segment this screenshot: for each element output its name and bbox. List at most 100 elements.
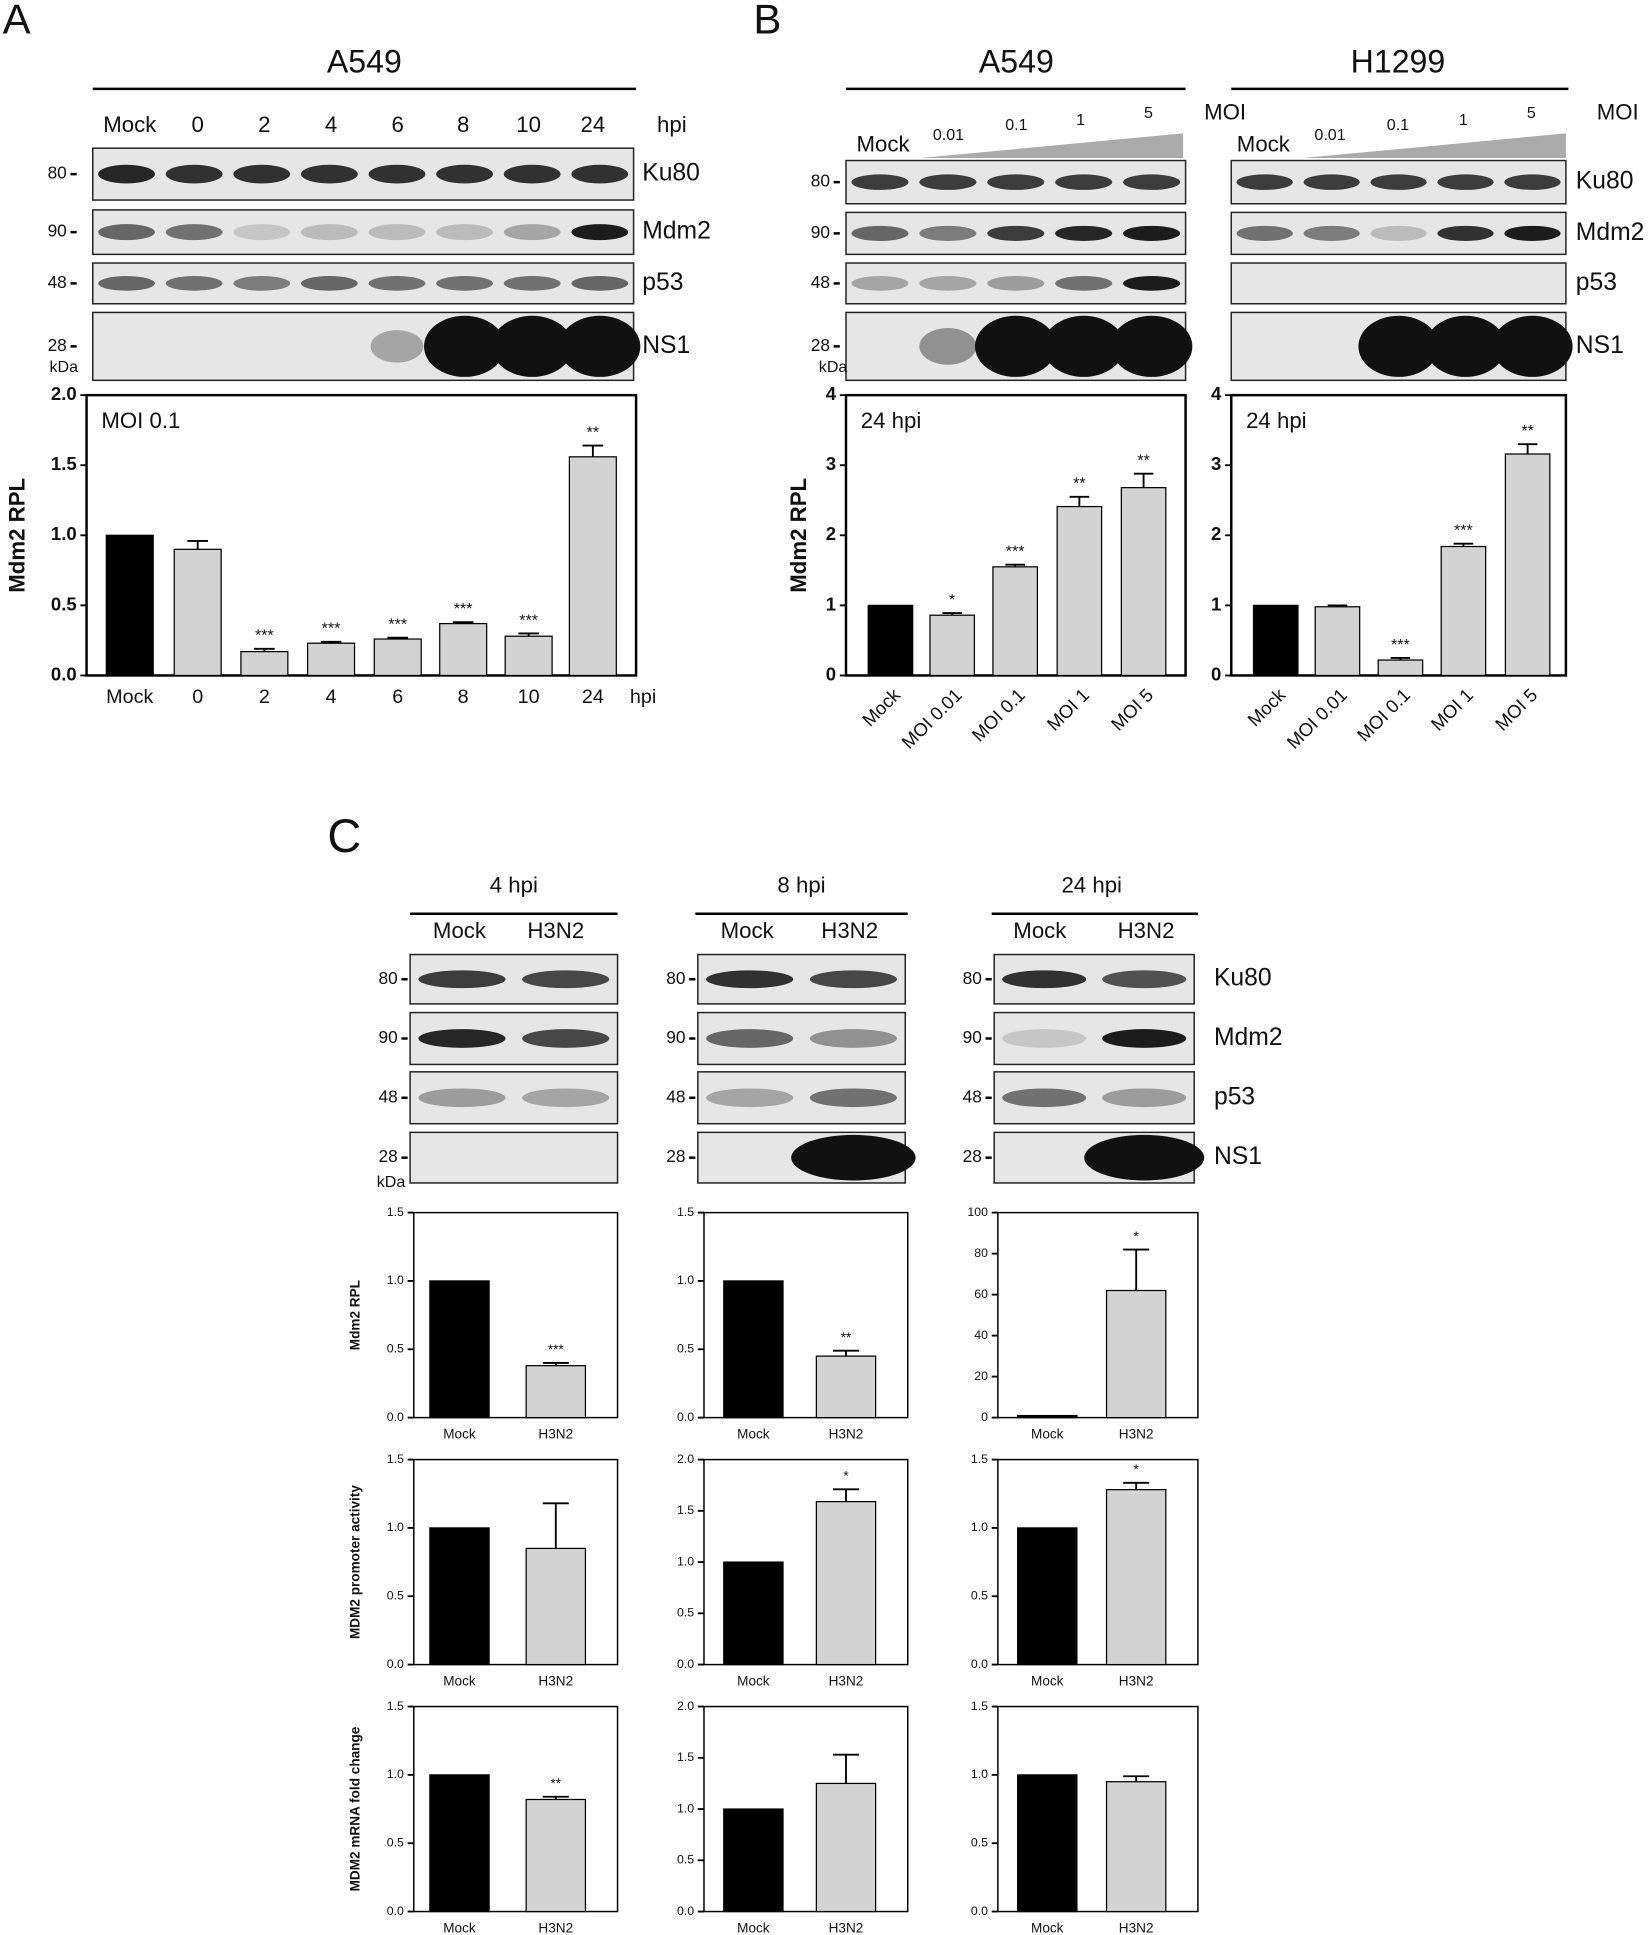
marker-label: 48	[963, 1086, 982, 1106]
x-tick-label: Mock	[858, 684, 905, 731]
y-tick-label: 1.0	[51, 523, 77, 544]
x-tick-label: MOI 0.01	[897, 684, 966, 753]
x-tick-label: MOI 5	[1107, 684, 1158, 735]
bar	[525, 1365, 587, 1419]
marker-label: 90	[811, 222, 830, 242]
y-tick-label: 1.0	[387, 1273, 404, 1287]
error-bar	[542, 1362, 569, 1366]
y-tick-label: 0.0	[677, 1657, 694, 1671]
y-tick-label: 1.5	[971, 1452, 988, 1466]
blot-band	[233, 276, 291, 291]
error-bar	[1390, 657, 1411, 661]
y-tick-label: 0.0	[971, 1904, 988, 1918]
plot-frame	[85, 393, 638, 677]
blot-band	[1102, 1029, 1187, 1048]
y-tick-label: 100	[967, 1205, 988, 1219]
error-bar	[1517, 443, 1538, 455]
x-tick-label: 4	[326, 686, 337, 708]
lane-label: 5	[1144, 104, 1153, 122]
plot-frame	[997, 1705, 1199, 1913]
blot-band	[165, 276, 223, 291]
x-tick-label: H3N2	[1119, 1920, 1154, 1935]
x-tick-label: MOI 1	[1427, 684, 1478, 735]
y-tick-label: 0.0	[387, 1410, 404, 1424]
error-bar	[254, 647, 275, 652]
bar	[1377, 659, 1424, 677]
marker-unit: kDa	[377, 1173, 406, 1191]
protein-label: Mdm2	[642, 218, 711, 245]
lane-label: 2	[258, 112, 270, 137]
blot-band	[809, 1088, 897, 1108]
marker-label: 80	[666, 968, 685, 988]
x-tick-label: 6	[392, 686, 403, 708]
y-tick-label: 1.0	[387, 1767, 404, 1781]
bar	[723, 1808, 784, 1913]
x-tick-label: Mock	[737, 1920, 770, 1935]
x-tick-label: Mock	[737, 1426, 770, 1441]
plot-frame	[997, 1211, 1199, 1419]
lane-label: 1	[1459, 111, 1468, 129]
blot-band	[98, 276, 155, 291]
blot-band	[1102, 970, 1187, 989]
blot-title: 24 hpi	[1061, 872, 1122, 897]
significance: ***	[255, 627, 274, 645]
y-tick-label: 0	[981, 1410, 988, 1424]
blot-band	[1504, 174, 1561, 190]
error-bar	[320, 640, 342, 644]
lane-label: 0.01	[1314, 126, 1345, 144]
y-tick-label: 1.5	[387, 1205, 404, 1219]
x-tick-label: H3N2	[1119, 1426, 1154, 1441]
x-unit: hpi	[630, 686, 656, 708]
x-tick-label: Mock	[1031, 1920, 1064, 1935]
blot-band	[418, 1088, 506, 1108]
y-tick-label: 0.5	[51, 593, 77, 614]
blot-band	[851, 174, 909, 190]
protein-label: Ku80	[1576, 168, 1634, 195]
x-tick-label: H3N2	[538, 1673, 573, 1688]
marker-label: 90	[666, 1027, 685, 1047]
blot-band	[503, 224, 561, 241]
blot-band	[1002, 1029, 1087, 1048]
x-tick-label: 2	[259, 686, 270, 708]
x-tick-label: H3N2	[538, 1426, 573, 1441]
protein-label: p53	[1214, 1083, 1255, 1110]
significance: ***	[322, 620, 341, 638]
lane-label: 1	[1076, 111, 1085, 129]
blot-band	[1002, 970, 1087, 989]
marker-label: 48	[48, 272, 67, 292]
blot-band	[559, 315, 641, 377]
plot-frame	[703, 1211, 909, 1419]
y-tick-label: 2.0	[51, 383, 77, 404]
error-bar	[942, 612, 962, 616]
marker-label: 28	[666, 1146, 685, 1166]
x-tick-label: MOI 5	[1491, 684, 1542, 735]
bar	[1440, 545, 1487, 677]
y-tick-label: 0.5	[971, 1589, 988, 1603]
bar	[1105, 1489, 1167, 1666]
blot-band	[1123, 225, 1181, 241]
plot-frame	[413, 1458, 619, 1666]
lane-label: 4	[325, 112, 337, 137]
y-tick-label: 2.0	[677, 1452, 694, 1466]
significance: ***	[548, 1342, 565, 1357]
error-bar	[1327, 604, 1348, 607]
bar	[1017, 1414, 1078, 1419]
lane-label: H3N2	[1118, 918, 1175, 943]
blot-band	[368, 224, 426, 241]
blot-band	[370, 330, 424, 363]
error-bar	[1133, 472, 1154, 488]
marker-unit: kDa	[50, 358, 79, 376]
protein-label: NS1	[642, 332, 690, 359]
blot-band	[1504, 225, 1561, 241]
significance: ***	[1391, 636, 1410, 654]
blot-band	[368, 276, 426, 291]
blot-band	[987, 225, 1045, 241]
lane-label: H3N2	[527, 918, 584, 943]
significance: *	[1134, 1229, 1140, 1244]
blot-band	[706, 1029, 794, 1048]
blot-band	[300, 224, 358, 241]
bar	[929, 614, 976, 677]
blot-band	[1110, 315, 1193, 377]
y-tick-label: 0	[826, 663, 836, 684]
